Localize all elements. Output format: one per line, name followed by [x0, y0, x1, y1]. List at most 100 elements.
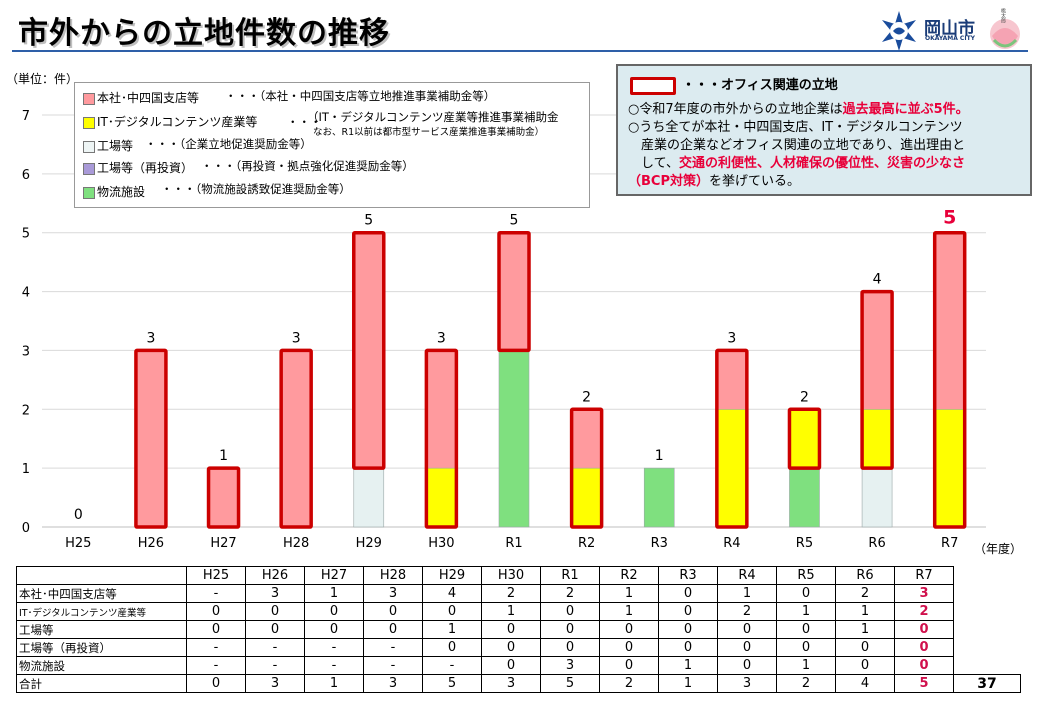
table-cell: 1: [717, 584, 777, 603]
grand-total-cell: 37: [953, 674, 1021, 693]
y-tick-label: 1: [22, 462, 30, 477]
table-cell: 3: [481, 674, 541, 693]
table-row-label: 物流施設: [16, 656, 187, 675]
table-year: H27: [304, 566, 364, 585]
table-row: 工場等（再投資） - - - -0 0 0 0 0 0 0 0 0: [16, 638, 1021, 657]
table-cell: 0: [422, 638, 482, 657]
bar-segment: [280, 350, 312, 528]
table-cell: -: [304, 638, 364, 657]
callout-line-2: ○うち全てが本社・中四国支店、IT・デジタルコンテンツ: [628, 120, 963, 135]
legend-label-factory: 工場等: [97, 139, 134, 153]
y-tick-label: 6: [22, 168, 30, 183]
legend-note-it: ・・・: [287, 115, 322, 129]
table-blank: [954, 657, 1021, 675]
table-cell: 1: [422, 620, 482, 639]
x-tick-label: R2: [578, 536, 595, 551]
bar-segment: [934, 408, 965, 528]
y-tick-label: 5: [22, 227, 30, 242]
office-outline: [352, 230, 386, 470]
table-year: R3: [658, 566, 718, 585]
table-header-row: H25 H26 H27 H28 H29 H30 R1 R2 R3 R4 R5 R…: [16, 566, 1021, 585]
callout-line-5a: （BCP対策）: [628, 174, 709, 189]
x-tick-label: H29: [356, 536, 382, 551]
total-label: 4: [873, 272, 882, 288]
page-title: 市外からの立地件数の推移: [18, 16, 390, 51]
callout-line-4: して、交通の利便性、人材確保の優位性、災害の少なさ: [628, 152, 965, 171]
total-label: 5: [364, 213, 373, 229]
legend-label-hq: 本社･中四国支店等: [97, 91, 200, 105]
table-cell: 1: [835, 602, 895, 621]
table-cell: -: [422, 656, 482, 675]
table-cell: 0: [245, 602, 305, 621]
x-tick-label: H27: [210, 536, 236, 551]
legend-swatch-reinvest: [83, 162, 95, 175]
table-row: IT･デジタルコンテンツ産業等 0 0 0 0 0 1 0 1 0 2 1 1 2: [16, 602, 1021, 621]
callout-heading: ・・・オフィス関連の立地: [630, 74, 838, 95]
table-cell: 0: [304, 602, 364, 621]
table-cell: 0: [894, 656, 954, 675]
okayama-city-emblem-icon: [882, 11, 916, 51]
table-cell: 3: [717, 674, 777, 693]
x-tick-label: R3: [651, 536, 668, 551]
table-row-label: 工場等（再投資）: [16, 638, 187, 657]
table-cell: 0: [599, 620, 659, 639]
x-axis-unit: （年度）: [974, 542, 1023, 556]
table-cell: 3: [363, 674, 423, 693]
table-cell: 1: [776, 656, 836, 675]
table-cell: 0: [835, 656, 895, 675]
table-cell: 3: [245, 584, 305, 603]
legend-swatch-hq: [83, 92, 95, 105]
office-outline: [279, 348, 313, 529]
y-tick-label: 2: [22, 403, 30, 418]
callout-line-3: 産業の企業などオフィス関連の立地であり、進出理由と: [628, 138, 966, 153]
table-cell: 0: [658, 584, 718, 603]
table-cell: 1: [304, 674, 364, 693]
bar-segment: [934, 232, 965, 410]
table-cell: 0: [481, 620, 541, 639]
bar-segment: [643, 467, 675, 528]
bar-segment: [861, 291, 893, 410]
table-cell: -: [245, 656, 305, 675]
table-cell: 2: [835, 584, 895, 603]
table-year: H30: [481, 566, 541, 585]
table-cell: 2: [599, 674, 659, 693]
table-cell: 0: [717, 620, 777, 639]
city-name-en: OKAYAMA CITY: [925, 35, 976, 42]
chart-legend: 本社･中四国支店等 ・・・（本社・中四国支店等立地推進事業補助金等） IT･デジ…: [74, 82, 590, 208]
table-row-label: 工場等: [16, 620, 187, 639]
table-year: R5: [776, 566, 836, 585]
y-tick-label: 3: [22, 344, 30, 359]
table-year: H28: [363, 566, 423, 585]
x-tick-label: R1: [505, 536, 522, 551]
table-year: H25: [186, 566, 246, 585]
table-cell: 0: [363, 620, 423, 639]
table-cell: 3: [245, 674, 305, 693]
table-cell: 0: [599, 656, 659, 675]
legend-item-factory: 工場等: [83, 137, 133, 155]
office-outline: [932, 230, 967, 529]
legend-label-it: IT･デジタルコンテンツ産業等: [97, 115, 258, 129]
bar-segment: [498, 232, 530, 351]
bar-segment: [208, 467, 239, 528]
office-outline: [424, 348, 459, 529]
table-cell: -: [363, 638, 423, 657]
table-cell: 4: [835, 674, 895, 693]
bar-segment: [353, 467, 385, 528]
table-row: 工場等 0 0 0 0 1 0 0 0 0 0 0 1 0: [16, 620, 1021, 639]
table-cell: 0: [599, 638, 659, 657]
table-corner: [16, 566, 187, 585]
table-cell: 0: [717, 638, 777, 657]
total-label: 2: [800, 389, 809, 405]
table-cell: 0: [658, 602, 718, 621]
table-blank: [954, 567, 1021, 585]
bar-segment: [571, 408, 602, 469]
table-cell: -: [186, 584, 246, 603]
table-cell: 0: [776, 620, 836, 639]
table-row: 物流施設 - - - - -0 3 0 1 0 1 0 0: [16, 656, 1021, 675]
legend-swatch-logistics: [83, 186, 95, 199]
x-tick-label: R7: [941, 536, 958, 551]
total-label: 3: [146, 330, 155, 346]
legend-note-hq: ・・・（本社・中四国支店等立地推進事業補助金等）: [225, 89, 496, 103]
mascot-label: 桃太郎: [1000, 8, 1006, 23]
table-cell: 0: [186, 674, 246, 693]
